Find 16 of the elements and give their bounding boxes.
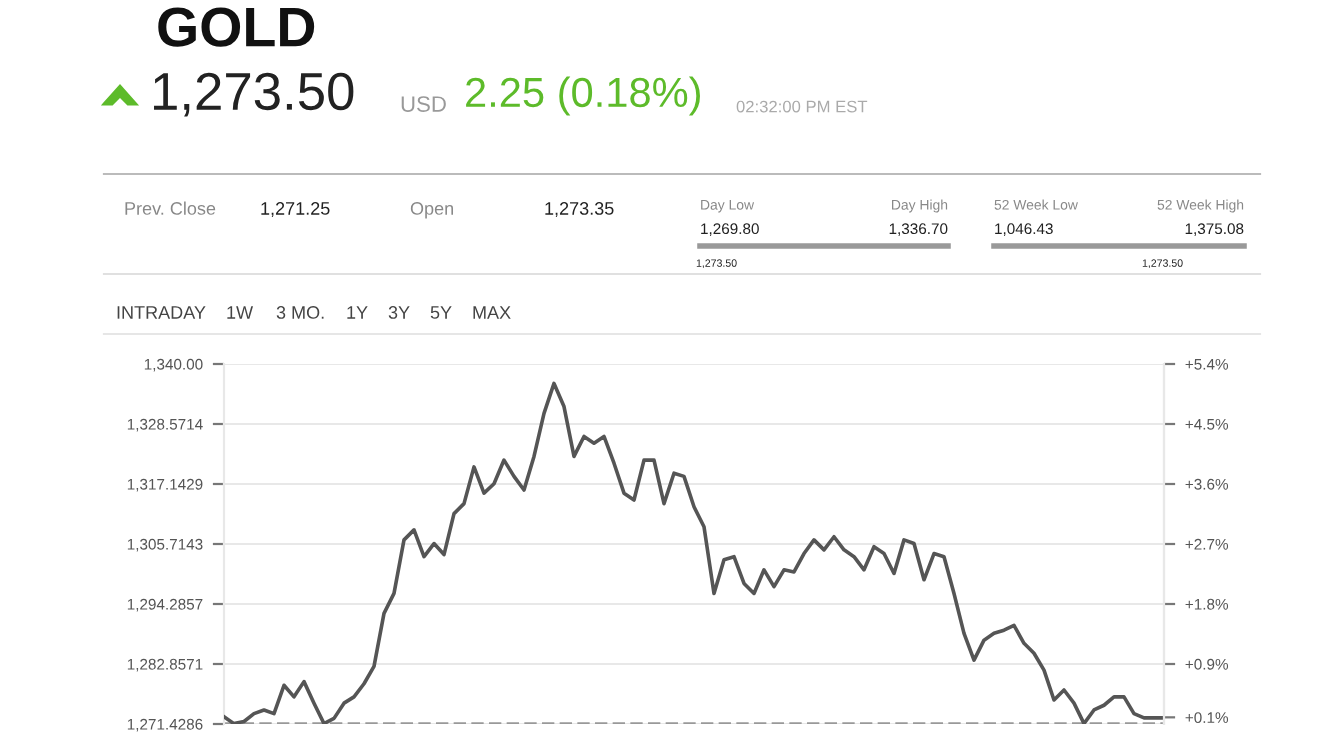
text: 1,273.50: [154, 72, 354, 117]
text: 1,271.25: [261, 202, 330, 217]
text: 5Y: [430, 306, 452, 319]
text: Prev. Close: [125, 201, 216, 215]
chart-title: GOLD: [158, 7, 315, 47]
text: MAX: [473, 306, 511, 319]
text: 1,273.35: [545, 202, 614, 217]
text: 3Y: [388, 306, 410, 319]
text: USD: [401, 96, 446, 112]
text: Open: [410, 202, 453, 219]
text: 3 MO.: [276, 306, 324, 319]
text: 1W: [227, 306, 254, 319]
text: 1Y: [347, 306, 368, 319]
text: 02:32:00 PM EST: [736, 100, 868, 113]
text: INTRADAY: [117, 306, 206, 319]
text: 2.25 (0.18%): [466, 76, 700, 116]
